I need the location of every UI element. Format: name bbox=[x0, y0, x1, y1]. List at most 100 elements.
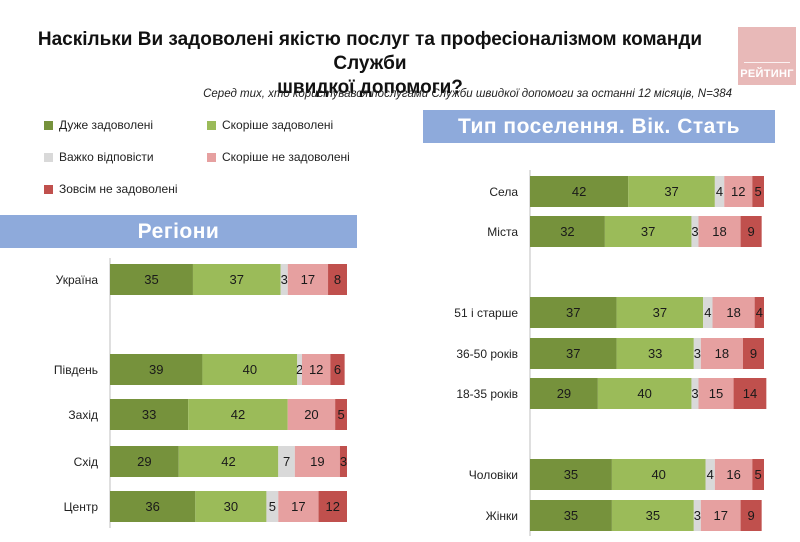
data-label: 35 bbox=[144, 272, 158, 287]
data-label: 37 bbox=[641, 224, 655, 239]
bar-segment bbox=[266, 491, 279, 522]
category-label: 51 і старше bbox=[454, 306, 518, 320]
data-label: 40 bbox=[637, 386, 651, 401]
data-label: 32 bbox=[560, 224, 574, 239]
legend-label-0: Дуже задоволені bbox=[59, 118, 154, 132]
bar-segment bbox=[705, 459, 715, 490]
data-label: 30 bbox=[224, 499, 238, 514]
demographics-header: Тип поселення. Вік. Стать bbox=[423, 110, 775, 143]
bar-segment bbox=[693, 500, 701, 531]
data-label: 20 bbox=[304, 407, 318, 422]
legend-item-2: Важко відповісти bbox=[44, 150, 154, 164]
bar-segment bbox=[195, 491, 267, 522]
bar-segment bbox=[202, 354, 298, 385]
data-label: 17 bbox=[713, 508, 727, 523]
legend-item-0: Дуже задоволені bbox=[44, 118, 153, 132]
data-label: 5 bbox=[755, 184, 762, 199]
legend-swatch-1 bbox=[207, 120, 216, 130]
data-label: 5 bbox=[755, 467, 762, 482]
bar-segment bbox=[754, 297, 764, 328]
category-label: Південь bbox=[54, 363, 98, 377]
data-label: 12 bbox=[326, 499, 340, 514]
data-label: 4 bbox=[716, 184, 723, 199]
data-label: 3 bbox=[340, 454, 347, 469]
category-label: Міста bbox=[487, 225, 518, 239]
bar-segment bbox=[733, 378, 767, 409]
data-label: 3 bbox=[694, 346, 701, 361]
legend-swatch-2 bbox=[44, 152, 53, 162]
category-label: Захід bbox=[68, 408, 98, 422]
data-label: 37 bbox=[566, 346, 580, 361]
category-label: Центр bbox=[64, 500, 99, 514]
category-label: Україна bbox=[56, 273, 99, 287]
data-label: 5 bbox=[337, 407, 344, 422]
data-label: 4 bbox=[704, 305, 711, 320]
data-label: 6 bbox=[334, 362, 341, 377]
bar-segment bbox=[530, 500, 612, 531]
bar-segment bbox=[752, 459, 764, 490]
legend-item-1: Скоріше задоволені bbox=[207, 118, 333, 132]
bar-segment bbox=[724, 176, 753, 207]
legend-label-1: Скоріше задоволені bbox=[222, 118, 334, 132]
bar-segment bbox=[703, 297, 713, 328]
bar-segment bbox=[700, 500, 741, 531]
bar-segment bbox=[178, 446, 279, 477]
bar-segment bbox=[597, 378, 692, 409]
bar-segment bbox=[335, 399, 347, 430]
bar-segment bbox=[742, 338, 764, 369]
bar-segment bbox=[287, 264, 329, 295]
bar-segment bbox=[192, 264, 281, 295]
legend-label-2: Важко відповісти bbox=[59, 150, 154, 164]
data-label: 18 bbox=[715, 346, 729, 361]
data-label: 7 bbox=[283, 454, 290, 469]
bar-segment bbox=[611, 459, 706, 490]
data-label: 40 bbox=[651, 467, 665, 482]
bar-segment bbox=[740, 500, 762, 531]
data-label: 5 bbox=[269, 499, 276, 514]
data-label: 19 bbox=[310, 454, 324, 469]
legend-item-3: Скоріше не задоволені bbox=[207, 150, 350, 164]
data-label: 15 bbox=[709, 386, 723, 401]
data-label: 35 bbox=[564, 467, 578, 482]
bar-segment bbox=[714, 176, 725, 207]
data-label: 9 bbox=[748, 224, 755, 239]
bar-segment bbox=[278, 491, 319, 522]
chart-title-line1: Наскільки Ви задоволені якістю послуг та… bbox=[37, 29, 703, 74]
bar-segment bbox=[287, 399, 336, 430]
data-label: 4 bbox=[707, 467, 714, 482]
bar-segment bbox=[611, 500, 694, 531]
data-label: 3 bbox=[691, 224, 698, 239]
bar-segment bbox=[752, 176, 764, 207]
legend-swatch-3 bbox=[207, 152, 216, 162]
data-label: 36 bbox=[145, 499, 159, 514]
data-label: 12 bbox=[309, 362, 323, 377]
data-label: 16 bbox=[726, 467, 740, 482]
chart-title-line2: швидкої допомоги? bbox=[277, 77, 463, 98]
bar-segment bbox=[628, 176, 715, 207]
legend-label-4: Зовсім не задоволені bbox=[59, 182, 178, 196]
bar-segment bbox=[616, 338, 694, 369]
bar-segment bbox=[698, 216, 741, 247]
logo-text: РЕЙТИНГ bbox=[740, 68, 794, 80]
bar-segment bbox=[330, 354, 345, 385]
data-label: 39 bbox=[149, 362, 163, 377]
bar-segment bbox=[604, 216, 692, 247]
legend-swatch-0 bbox=[44, 120, 53, 130]
data-label: 35 bbox=[646, 508, 660, 523]
data-label: 37 bbox=[664, 184, 678, 199]
data-label: 33 bbox=[648, 346, 662, 361]
legend: Дуже задоволені Скоріше задоволені Важко… bbox=[42, 115, 402, 205]
bar-segment bbox=[530, 176, 629, 207]
bar-segment bbox=[700, 338, 743, 369]
bar-segment bbox=[530, 297, 617, 328]
data-label: 14 bbox=[743, 386, 757, 401]
bar-segment bbox=[297, 354, 302, 385]
data-label: 35 bbox=[564, 508, 578, 523]
data-label: 9 bbox=[750, 346, 757, 361]
bar-segment bbox=[110, 446, 179, 477]
bar-segment bbox=[110, 491, 196, 522]
bar-segment bbox=[339, 446, 347, 477]
legend-swatch-4 bbox=[44, 184, 53, 194]
bar-segment bbox=[110, 354, 203, 385]
